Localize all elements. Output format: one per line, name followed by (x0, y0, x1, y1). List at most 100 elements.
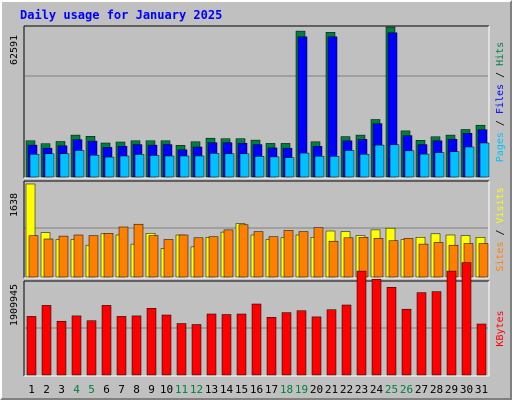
x-tick-day-24: 24 (370, 383, 384, 396)
bar-pages-day-27 (419, 153, 430, 178)
panel-max-label: 1909945 (9, 284, 20, 326)
x-tick-day-1: 1 (28, 383, 35, 396)
bar-files-day-21 (327, 36, 338, 178)
bar-pages-day-26 (404, 150, 415, 178)
bar-pages-day-17 (269, 156, 280, 178)
x-tick-day-28: 28 (430, 383, 443, 396)
bar-pages-day-31 (479, 142, 490, 178)
bar-kbytes-day-29 (446, 270, 457, 376)
x-axis-day-labels: 1 2 3 4 5 6 7 8 9 10 11 12 13 14 15 16 17 18 19 20 21 22 23 24 2… (28, 383, 488, 396)
bar-sites-day-15 (238, 224, 249, 278)
bar-pages-day-11 (179, 155, 190, 178)
bar-kbytes-day-10 (161, 314, 172, 376)
bar-pages-day-29 (449, 151, 460, 178)
bar-kbytes-day-11 (176, 323, 187, 376)
bar-pages-day-8 (134, 154, 145, 178)
bar-pages-day-4 (74, 150, 85, 178)
panel-legend: KBytes (495, 310, 506, 346)
x-tick-day-4: 4 (73, 383, 80, 396)
bar-pages-day-21 (329, 156, 340, 178)
bar-sites-day-27 (418, 243, 429, 278)
bar-kbytes-day-5 (86, 320, 97, 376)
x-tick-day-9: 9 (148, 383, 155, 396)
bar-pages-day-23 (359, 154, 370, 178)
x-tick-day-6: 6 (103, 383, 110, 396)
bar-sites-day-18 (283, 230, 294, 278)
bar-kbytes-day-7 (116, 316, 127, 376)
bar-kbytes-day-3 (56, 320, 67, 376)
bar-kbytes-day-8 (131, 315, 142, 376)
bar-kbytes-day-15 (236, 313, 247, 376)
x-tick-day-26: 26 (400, 383, 413, 396)
bar-sites-day-9 (148, 235, 159, 278)
bar-pages-day-18 (284, 157, 295, 178)
bar-pages-day-28 (434, 152, 445, 178)
panel-max-label: 1638 (9, 193, 20, 217)
bar-kbytes-day-19 (296, 310, 307, 376)
x-tick-day-25: 25 (385, 383, 398, 396)
x-tick-day-27: 27 (415, 383, 428, 396)
bar-kbytes-day-4 (71, 315, 82, 376)
bar-pages-day-10 (164, 155, 175, 178)
bar-pages-day-15 (239, 153, 250, 178)
x-tick-day-8: 8 (133, 383, 140, 396)
bar-pages-day-1 (29, 154, 40, 178)
bar-pages-day-20 (314, 155, 325, 178)
bar-pages-day-2 (44, 153, 55, 178)
x-tick-day-29: 29 (445, 383, 458, 396)
bar-kbytes-day-13 (206, 313, 217, 376)
bar-pages-day-22 (344, 150, 355, 178)
x-tick-day-20: 20 (310, 383, 323, 396)
panel-kbytes: 1909945 KBytes (9, 262, 506, 377)
bar-pages-day-13 (209, 153, 220, 178)
bar-sites-day-28 (433, 242, 444, 278)
bar-sites-day-24 (373, 238, 384, 278)
x-tick-day-2: 2 (43, 383, 50, 396)
legend-files: Files (495, 84, 506, 114)
bar-sites-day-16 (253, 231, 264, 278)
x-tick-day-3: 3 (58, 383, 65, 396)
legend-separator: / (495, 66, 506, 84)
bar-sites-day-13 (208, 236, 219, 278)
legend-pages: Pages (495, 132, 506, 162)
legend-separator: / (495, 223, 506, 241)
bar-pages-day-5 (89, 154, 100, 178)
bar-kbytes-day-28 (431, 291, 442, 376)
panel-visits-sites: 1638 Sites / Visits (9, 180, 506, 279)
bar-pages-day-24 (374, 144, 385, 178)
x-tick-day-30: 30 (460, 383, 473, 396)
bar-sites-day-11 (178, 234, 189, 278)
bar-sites-day-8 (133, 223, 144, 278)
legend-separator: / (495, 114, 506, 132)
x-tick-day-5: 5 (88, 383, 95, 396)
bar-kbytes-day-14 (221, 314, 232, 376)
legend-kbytes: KBytes (495, 310, 506, 346)
bar-kbytes-day-21 (326, 309, 337, 376)
bar-sites-day-25 (388, 240, 399, 278)
bar-pages-day-12 (194, 155, 205, 178)
x-tick-day-31: 31 (475, 383, 488, 396)
bar-pages-day-7 (119, 155, 130, 178)
x-tick-day-14: 14 (220, 383, 234, 396)
bar-kbytes-day-31 (476, 323, 487, 376)
chart-title: Daily usage for January 2025 (20, 8, 222, 22)
panel-legend: Sites / Visits (495, 187, 506, 271)
bar-pages-day-30 (464, 146, 475, 178)
bar-pages-day-14 (224, 153, 235, 178)
bar-sites-day-21 (328, 240, 339, 278)
bar-sites-day-31 (478, 243, 489, 278)
bar-sites-day-14 (223, 229, 234, 278)
bar-sites-day-26 (403, 238, 414, 278)
bar-kbytes-day-9 (146, 308, 157, 376)
bar-pages-day-3 (59, 153, 70, 178)
bar-sites-day-10 (163, 239, 174, 278)
bar-kbytes-day-26 (401, 308, 412, 376)
bar-kbytes-day-23 (356, 270, 367, 376)
bar-kbytes-day-27 (416, 292, 427, 376)
x-tick-day-23: 23 (355, 383, 368, 396)
bar-pages-day-19 (299, 152, 310, 178)
bar-sites-day-2 (43, 238, 54, 278)
bar-kbytes-day-20 (311, 316, 322, 376)
legend-sites: Sites (495, 242, 506, 272)
